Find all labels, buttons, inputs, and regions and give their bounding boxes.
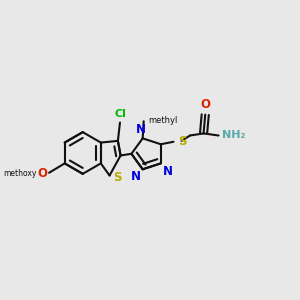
Text: methoxy: methoxy	[3, 169, 37, 178]
Text: N: N	[163, 165, 173, 178]
Text: O: O	[201, 98, 211, 111]
Text: N: N	[136, 123, 146, 136]
Text: Cl: Cl	[114, 109, 126, 119]
Text: NH₂: NH₂	[222, 130, 245, 140]
Text: S: S	[113, 171, 122, 184]
Text: S: S	[178, 135, 187, 148]
Text: N: N	[130, 170, 141, 184]
Text: methyl: methyl	[148, 116, 177, 124]
Text: O: O	[38, 167, 48, 180]
